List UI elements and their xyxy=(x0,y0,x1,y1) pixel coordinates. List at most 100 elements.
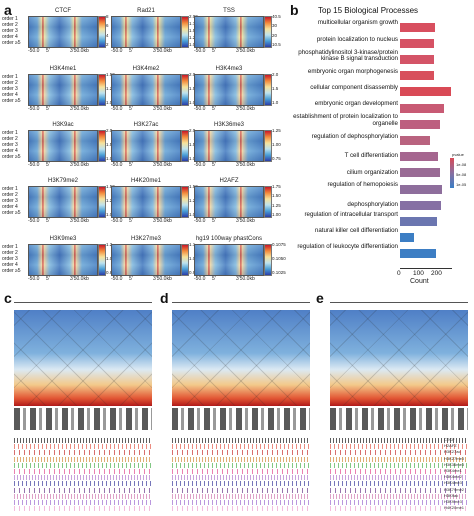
colorbar-tick: 1.5 xyxy=(189,142,196,147)
colorbar-tick: 20 xyxy=(272,32,278,38)
go-x-tick-200: 200 xyxy=(431,270,442,277)
heatmap-x-label: 5' xyxy=(129,162,133,168)
heatmap-colorbar xyxy=(98,244,106,276)
heatmap-x-label: 5' xyxy=(212,276,216,282)
colorbar-tick: 0.9 xyxy=(189,270,196,275)
heatmap-x-label: 5' xyxy=(46,162,50,168)
heatmap-row-label: order ≥5 xyxy=(2,98,21,104)
heatmap-title: H3K4me1 xyxy=(49,66,77,72)
track-label: H3K36me3 xyxy=(444,461,465,467)
heatmap-row-label: order 3 xyxy=(2,256,18,262)
colorbar-tick: 1.00 xyxy=(272,142,281,147)
heatmap-row-shading xyxy=(29,131,97,161)
heatmap-row-shading xyxy=(29,187,97,217)
heatmap-title: TSS xyxy=(223,8,235,14)
signal-track xyxy=(172,493,310,499)
colorbar-tick: 1.25 xyxy=(189,35,198,40)
signal-track xyxy=(14,481,152,487)
heatmap-x-label: 3'50.0kb xyxy=(153,106,172,112)
go-term-label: multicellular organism growth xyxy=(317,19,398,27)
go-term-label: embryonic organ development xyxy=(314,100,398,108)
go-bar xyxy=(400,135,430,145)
heatmap-x-label: 3'50.0kb xyxy=(236,218,255,224)
go-term-label: regulation of dephosphorylation xyxy=(311,132,398,140)
panel-a-letter: a xyxy=(4,2,12,18)
signal-track xyxy=(172,469,310,474)
track-label: H3K79me2 xyxy=(444,486,465,492)
heatmap-x-label: -50.0 xyxy=(28,48,40,54)
signal-track xyxy=(14,506,152,512)
signal-track xyxy=(172,481,310,487)
heatmap-row-shading xyxy=(195,75,263,105)
colorbar-tick: 1.00 xyxy=(189,212,198,217)
track-label: H2AFZ xyxy=(444,443,457,449)
colorbar-tick: 2 xyxy=(106,42,109,47)
go-x-tick-100: 100 xyxy=(413,270,424,277)
heatmap-x-label: -50.0 xyxy=(28,106,40,112)
heatmap-x-label: -50.0 xyxy=(194,218,206,224)
hic-coordinate-ruler xyxy=(14,302,152,309)
heatmap-title: H3K27ac xyxy=(133,122,159,128)
heatmap-row-shading xyxy=(112,131,180,161)
heatmap-row-shading xyxy=(112,17,180,47)
heatmap-colorbar xyxy=(181,130,189,162)
panel-c-letter: c xyxy=(4,290,12,306)
hic-triangle-overlay xyxy=(172,310,310,406)
heatmap-title: H2AFZ xyxy=(219,178,239,184)
colorbar-tick: 0.1075 xyxy=(272,242,286,247)
heatmap-row-label: order 4 xyxy=(2,262,18,268)
heatmap-row-shading xyxy=(29,75,97,105)
hic-coordinate-ruler xyxy=(172,302,310,309)
colorbar-tick: 1.0 xyxy=(189,156,196,161)
heatmap-x-label: 3'50.0kb xyxy=(236,48,255,54)
heatmap-h4k20me1 xyxy=(111,186,181,218)
signal-track xyxy=(14,444,152,450)
colorbar-tick: 2.0 xyxy=(189,128,196,133)
heatmap-row-shading xyxy=(195,17,263,47)
colorbar-tick: 1.2 xyxy=(106,242,113,247)
signal-track xyxy=(14,469,152,474)
heatmap-colorbar xyxy=(98,74,106,106)
heatmap-row-label: order 1 xyxy=(2,244,18,250)
colorbar-tick: 0.1050 xyxy=(272,256,286,261)
heatmap-row-shading xyxy=(112,245,180,275)
heatmap-row-label: order 4 xyxy=(2,34,18,40)
heatmap-x-label: 5' xyxy=(212,218,216,224)
heatmap-x-label: 5' xyxy=(129,106,133,112)
colorbar-tick: 1.50 xyxy=(106,184,115,189)
go-term-label: cilium organization xyxy=(346,168,398,176)
signal-track xyxy=(172,487,310,493)
colorbar-tick: 1.25 xyxy=(272,128,281,133)
signal-track xyxy=(330,506,468,512)
colorbar-tick: 1.50 xyxy=(272,193,281,199)
go-bar xyxy=(400,71,435,81)
signal-track xyxy=(172,438,310,443)
colorbar-tick: 1.0 xyxy=(272,100,279,105)
signal-track xyxy=(14,456,152,462)
heatmap-row-shading xyxy=(195,245,263,275)
go-legend-tick-2: 5e-08 xyxy=(456,172,467,177)
heatmap-row-label: order 3 xyxy=(2,198,18,204)
signal-track xyxy=(14,493,152,499)
heatmap-title: H3K9me3 xyxy=(49,236,77,242)
heatmap-title: hg19 100way phastCons xyxy=(195,236,263,242)
heatmap-h3k27ac xyxy=(111,130,181,162)
track-label: H3K9me3 xyxy=(444,499,462,504)
heatmap-x-label: -50.0 xyxy=(194,276,206,282)
heatmap-x-label: -50.0 xyxy=(28,276,40,282)
gene-annotation-strip xyxy=(330,408,468,430)
signal-track xyxy=(172,462,310,468)
heatmap-row-label: order 3 xyxy=(2,86,18,92)
heatmap-x-label: -50.0 xyxy=(194,48,206,54)
heatmap-row-shading xyxy=(195,131,263,161)
heatmap-row-label: order 4 xyxy=(2,148,18,154)
heatmap-colorbar xyxy=(264,130,272,162)
heatmap-row-label: order 4 xyxy=(2,204,18,210)
signal-track xyxy=(14,450,152,456)
heatmap-x-label: 3'50.0kb xyxy=(236,106,255,112)
track-label: H4K20me1 xyxy=(444,505,465,511)
heatmap-x-label: -50.0 xyxy=(111,106,123,112)
heatmap-x-label: 5' xyxy=(212,106,216,112)
go-legend-colorbar xyxy=(450,158,454,188)
heatmap-x-label: -50.0 xyxy=(28,218,40,224)
